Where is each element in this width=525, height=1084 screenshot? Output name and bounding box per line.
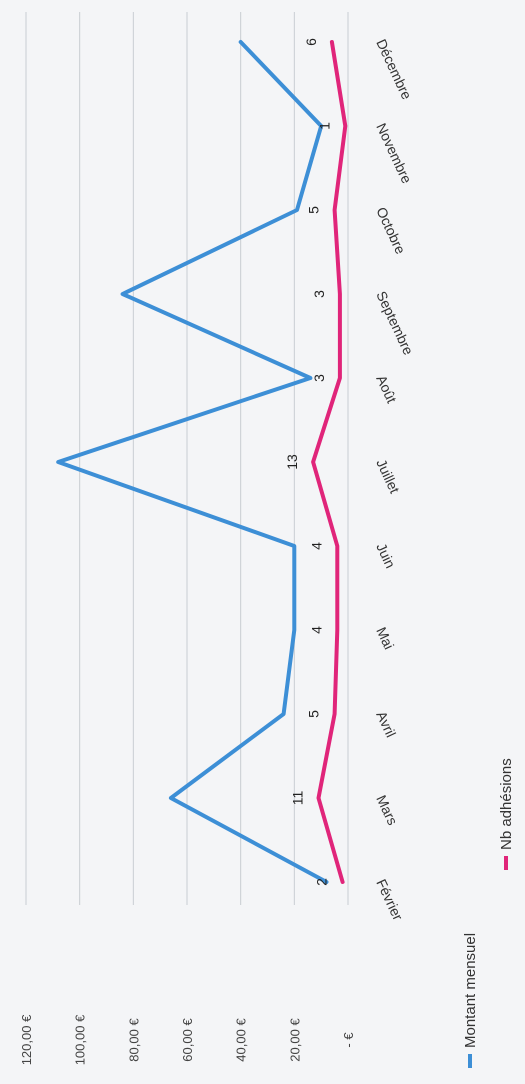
y-tick-label: 100,00 € [73, 1014, 88, 1065]
data-label: 4 [308, 626, 324, 634]
data-label: 3 [311, 290, 327, 298]
y-axis-tick-labels: - € 20,00 € 40,00 € 60,00 € 80,00 € 100,00 € 1… [19, 1014, 356, 1065]
data-label: 6 [303, 38, 319, 46]
legend: Montant mensuel Nb adhésions [462, 758, 515, 1068]
data-labels: 2 11 5 4 4 13 3 3 5 1 6 [284, 38, 332, 886]
y-tick-label: - € [341, 1032, 356, 1048]
data-label: 3 [311, 374, 327, 382]
series-line [56, 40, 329, 884]
gridlines [25, 12, 349, 905]
y-tick-label: 40,00 € [234, 1018, 249, 1062]
data-label: 5 [306, 206, 322, 214]
data-label: 2 [314, 878, 330, 886]
legend-label: Montant mensuel [462, 933, 479, 1048]
series-line [311, 40, 348, 884]
y-tick-label: 80,00 € [126, 1018, 141, 1062]
data-label: 1 [316, 122, 332, 130]
y-tick-label: 120,00 € [19, 1014, 34, 1065]
data-label: 11 [289, 791, 305, 806]
y-tick-label: 20,00 € [287, 1018, 302, 1062]
legend-label: Nb adhésions [498, 758, 515, 850]
data-label: 13 [284, 454, 300, 470]
data-label: 4 [308, 542, 324, 550]
data-label: 5 [306, 710, 322, 718]
y-tick-label: 60,00 € [180, 1018, 195, 1062]
series-lines [56, 40, 348, 884]
